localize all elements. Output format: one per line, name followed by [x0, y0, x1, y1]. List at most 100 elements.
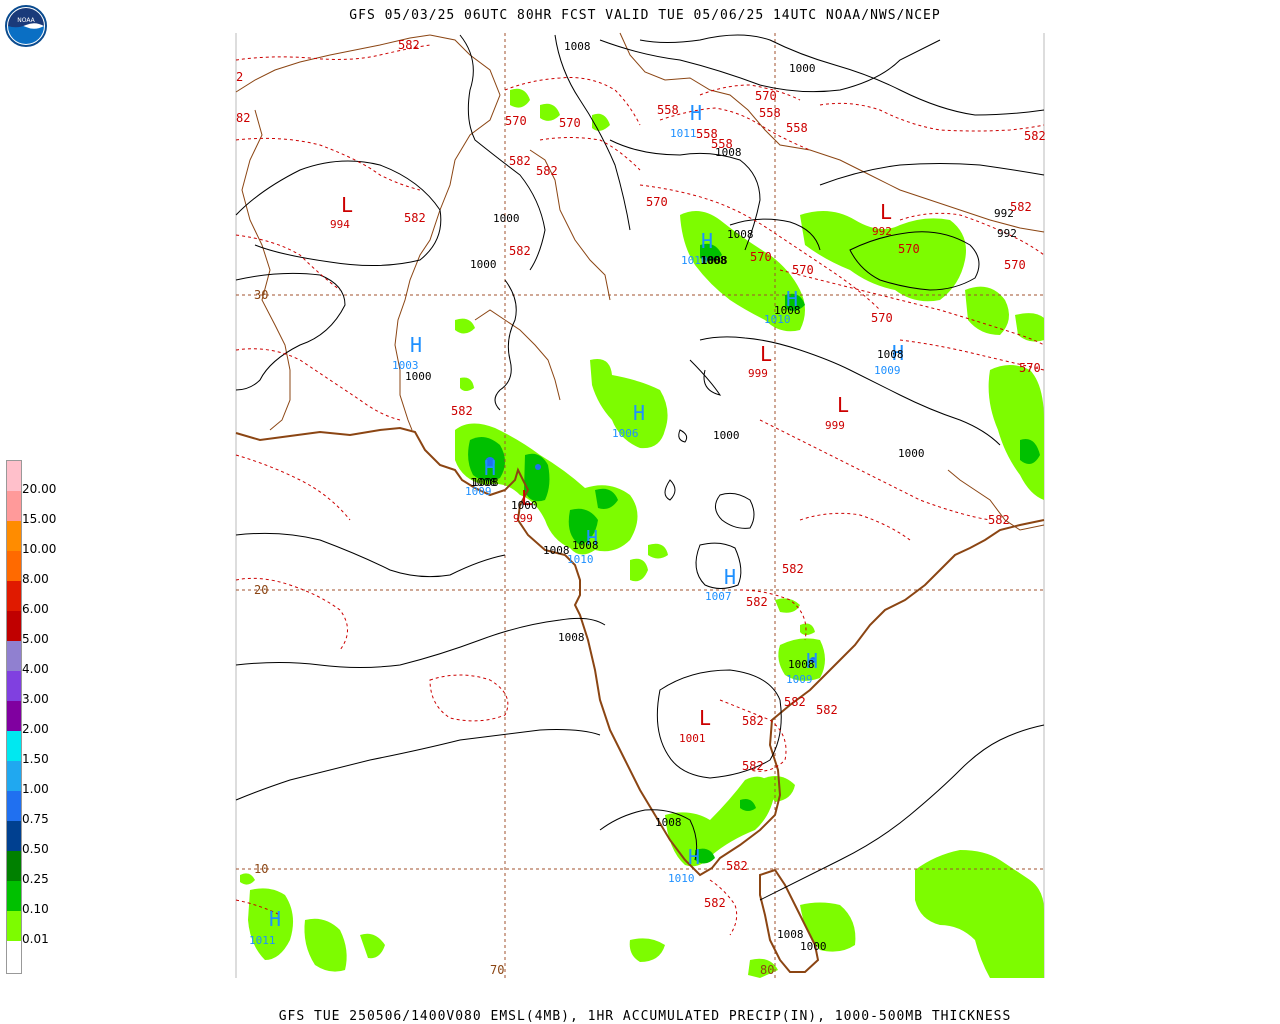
isobar-label: 1000 [511, 499, 538, 512]
pressure-symbol: H [410, 333, 422, 357]
legend-level-label: 0.50 [22, 842, 49, 856]
pressure-value: 1003 [392, 359, 419, 372]
chart-footer: GFS TUE 250506/1400V080 EMSL(4MB), 1HR A… [278, 1009, 1012, 1024]
thickness-label: 570 [1004, 258, 1026, 272]
thickness-label: 582 [782, 562, 804, 576]
pressure-symbol: H [724, 565, 736, 589]
isobar-label: 1008 [655, 816, 682, 829]
isobar-label: 1000 [470, 258, 497, 271]
thickness-label: 582 [988, 513, 1010, 527]
legend-color-box [7, 911, 21, 941]
isobar-label: 1008 [543, 544, 570, 557]
thickness-label: 570 [792, 263, 814, 277]
thickness-label: 558 [711, 137, 733, 151]
legend-level-label: 2.00 [22, 722, 49, 736]
pressure-value: 992 [872, 225, 892, 238]
thickness-label: 582 [1024, 129, 1046, 143]
lat-label-10: 10 [254, 862, 268, 876]
pressure-value: 1010 [764, 313, 791, 326]
legend-level-label: 6.00 [22, 602, 49, 616]
legend-level-label: 20.00 [22, 482, 57, 496]
pressure-value: 1006 [612, 427, 639, 440]
legend-color-box [7, 791, 21, 821]
pressure-symbol: H [586, 526, 598, 550]
pressure-value: 1009 [786, 673, 813, 686]
legend-level-label: 10.00 [22, 542, 57, 556]
precip-areas [240, 88, 1044, 978]
thickness-label: 582 [1010, 200, 1032, 214]
isobar-label: 1008 [558, 631, 585, 644]
thickness-label: 570 [755, 89, 777, 103]
legend-color-box [7, 641, 21, 671]
thickness-label: 570 [871, 311, 893, 325]
legend-color-box [7, 851, 21, 881]
legend-color-box [7, 761, 21, 791]
thickness-label: 582 [509, 244, 531, 258]
pressure-symbol: H [690, 101, 702, 125]
thickness-label: 582 [398, 38, 420, 52]
isobar-label: 1008 [572, 539, 599, 552]
pressure-symbol: H [688, 845, 700, 869]
legend-color-box [7, 611, 21, 641]
legend-color-box [7, 881, 21, 911]
thickness-labels: 582 82 2 570 570 582 582 582 582 582 558… [236, 38, 1046, 910]
legend-color-box [7, 461, 21, 491]
pressure-value: 999 [513, 512, 533, 525]
thickness-label: 570 [898, 242, 920, 256]
isobar-label: 1008 [564, 40, 591, 53]
lat-label-20: 20 [254, 583, 268, 597]
pressure-value: 1009 [465, 485, 492, 498]
legend-color-box [7, 731, 21, 761]
noaa-logo: NOAA [5, 5, 47, 47]
lat-label-30: 30 [254, 288, 268, 302]
pressure-symbol: L [837, 393, 849, 417]
thickness-label: 82 [236, 111, 250, 125]
isobar-label: 1008 [774, 304, 801, 317]
isobar-label: 1008 [715, 146, 742, 159]
thickness-label: 570 [505, 114, 527, 128]
legend-level-label: 0.01 [22, 932, 49, 946]
legend-color-box [7, 701, 21, 731]
legend-level-label: 8.00 [22, 572, 49, 586]
thickness-contours [235, 44, 1045, 936]
lon-label-80: 80 [760, 963, 774, 977]
isobar-label: 1000 [800, 940, 827, 953]
isobar-label: 1008 [777, 928, 804, 941]
isobar-label: 1008 [877, 348, 904, 361]
thickness-label: 582 [784, 695, 806, 709]
pressure-value: 994 [330, 218, 350, 231]
thickness-label: 570 [559, 116, 581, 130]
isobars [235, 34, 1045, 901]
logo-text: NOAA [17, 17, 35, 24]
isobar-labels: 1008 1000 1008 1000 1000 1000 1008 1008 … [405, 40, 1017, 953]
thickness-label: 582 [742, 759, 764, 773]
isobar-label: 992 [994, 207, 1014, 220]
isobar-label: 1008 [788, 658, 815, 671]
pressure-symbol: H [786, 287, 798, 311]
legend-color-box [7, 821, 21, 851]
legend-level-label: 5.00 [22, 632, 49, 646]
pressure-symbol: H [269, 907, 281, 931]
pressure-value: 1010 [681, 254, 708, 267]
isobar-label: 1008 [701, 254, 728, 267]
pressure-value: 1010 [668, 872, 695, 885]
pressure-symbol: H [806, 649, 818, 673]
chart-title: GFS 05/03/25 06UTC 80HR FCST VALID TUE 0… [349, 8, 941, 23]
thickness-label: 582 [742, 714, 764, 728]
thickness-label: 582 [746, 595, 768, 609]
thickness-label: 570 [1019, 361, 1041, 375]
isobar-label: 1008 [727, 228, 754, 241]
pressure-symbol: L [521, 486, 533, 510]
pressure-symbol: H [701, 229, 713, 253]
legend-level-label: 0.75 [22, 812, 49, 826]
legend-level-label: 1.50 [22, 752, 49, 766]
legend-level-label: 0.25 [22, 872, 49, 886]
lon-label-70: 70 [490, 963, 504, 977]
legend-color-box [7, 551, 21, 581]
coastline [235, 426, 1045, 973]
pressure-value: 1001 [679, 732, 706, 745]
thickness-label: 582 [816, 703, 838, 717]
pressure-symbol: L [341, 193, 353, 217]
pressure-symbol: H [484, 456, 496, 480]
